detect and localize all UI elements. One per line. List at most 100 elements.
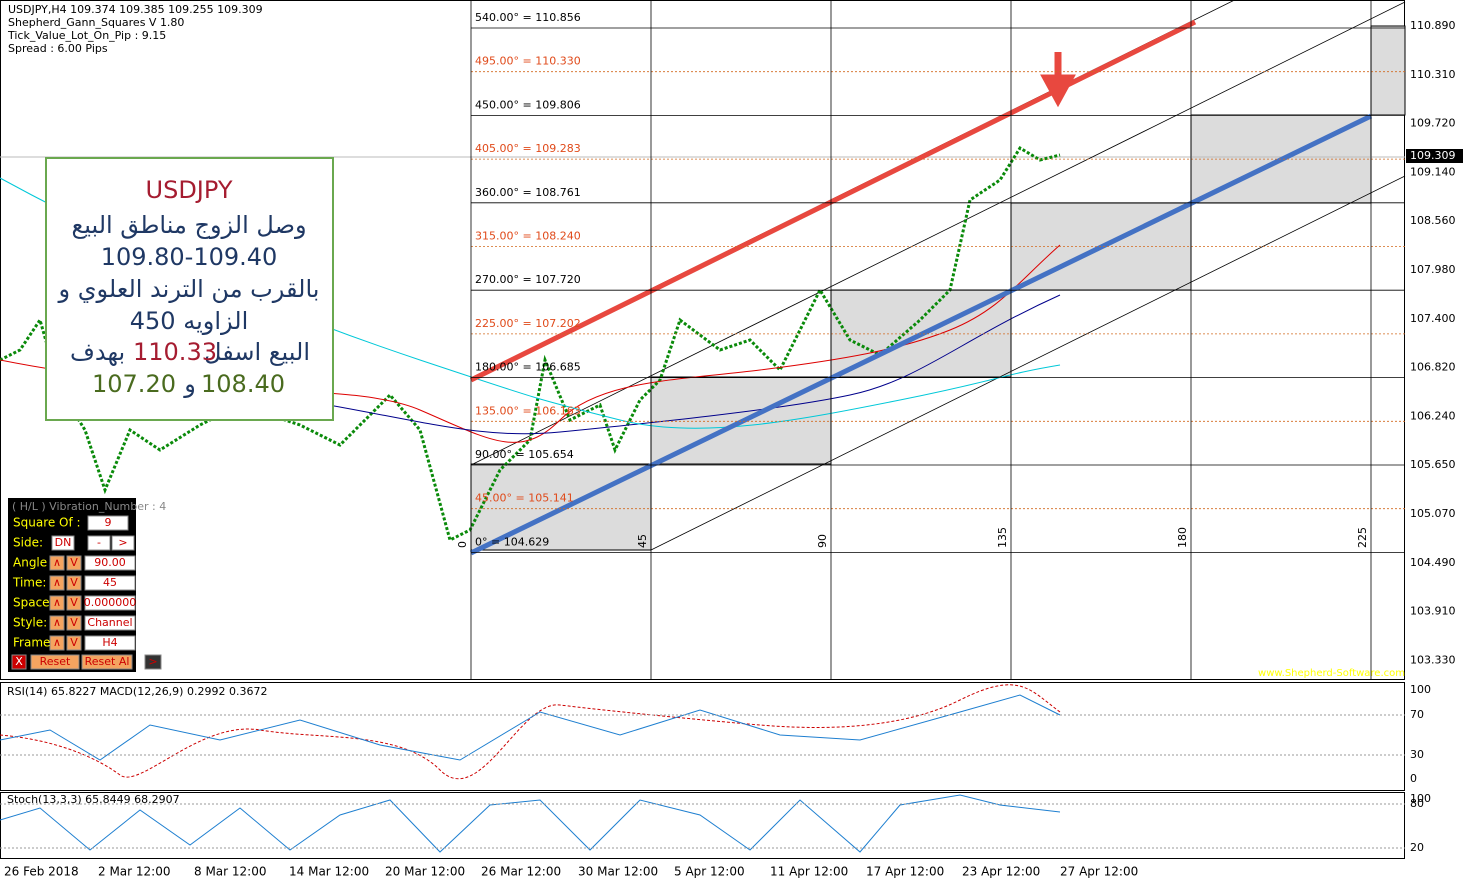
time-label: 23 Apr 12:00 <box>962 865 1040 879</box>
panel-button[interactable] <box>66 615 82 631</box>
rsi-axis-label: 30 <box>1410 748 1424 761</box>
panel-button[interactable] <box>87 515 129 531</box>
panel-cell[interactable]: 90.00 <box>94 556 126 569</box>
panel-cell[interactable]: ∧ <box>53 556 61 569</box>
panel-button[interactable] <box>87 535 111 551</box>
gann-level-label: 180.00° = 106.685 <box>475 361 581 374</box>
panel-cell[interactable]: - <box>97 536 101 549</box>
ma-blue <box>299 294 1061 435</box>
time-label: 27 Apr 12:00 <box>1060 865 1138 879</box>
panel-cell[interactable]: V <box>70 616 78 629</box>
panel-cell[interactable]: V <box>70 596 78 609</box>
panel-button[interactable] <box>49 635 65 651</box>
panel-cell[interactable]: 0.000000 <box>84 596 137 609</box>
panel-button[interactable] <box>11 654 27 670</box>
stoch-axis-label: 80 <box>1410 797 1424 810</box>
panel-button[interactable] <box>30 654 80 670</box>
panel-button[interactable] <box>111 535 135 551</box>
price-label: 109.140 <box>1410 165 1456 178</box>
panel-cell[interactable]: ∧ <box>53 636 61 649</box>
note-line: و <box>183 370 196 398</box>
note-value: 110.33 <box>133 338 217 366</box>
info-line: Spread : 6.00 Pips <box>8 42 108 55</box>
gann-level-label: 225.00° = 107.202 <box>475 317 581 330</box>
panel-button[interactable] <box>49 575 65 591</box>
panel-button[interactable] <box>84 555 136 571</box>
rsi-line <box>0 694 1061 761</box>
note-title: USDJPY <box>146 176 233 204</box>
panel-title: ( H/L ) Vibration_Number : 4 <box>12 500 166 513</box>
panel-button[interactable] <box>66 595 82 611</box>
gann-time-label: 0 <box>456 541 469 548</box>
arrow <box>1040 52 1076 108</box>
gann-time-label: 45 <box>636 534 649 548</box>
price-label: 107.400 <box>1410 312 1456 325</box>
panel-cell[interactable]: ∧ <box>53 576 61 589</box>
panel-button[interactable] <box>66 635 82 651</box>
panel-button[interactable] <box>81 654 133 670</box>
panel-button[interactable] <box>66 575 82 591</box>
macd-signal <box>0 684 1061 780</box>
price-label: 110.310 <box>1410 68 1456 81</box>
stoch-frame <box>0 792 1405 859</box>
rsi-axis-label: 70 <box>1410 708 1424 721</box>
time-label: 2 Mar 12:00 <box>98 865 171 879</box>
panel-cell[interactable]: V <box>70 556 78 569</box>
gann-time-label: 135 <box>996 527 1009 548</box>
price-label: 109.720 <box>1410 117 1456 130</box>
panel-cell[interactable]: Channel <box>87 616 132 629</box>
panel-cell[interactable]: V <box>70 576 78 589</box>
time-label: 26 Mar 12:00 <box>481 865 561 879</box>
stoch-title: Stoch(13,3,3) 65.8449 68.2907 <box>7 793 180 806</box>
rsi-axis-label: 0 <box>1410 772 1417 785</box>
time-label: 30 Mar 12:00 <box>578 865 658 879</box>
info-line: Tick_Value_Lot_On_Pip : 9.15 <box>7 29 166 42</box>
price-candles <box>0 145 1061 543</box>
panel-label: Square Of : <box>13 516 81 530</box>
panel-cell[interactable]: H4 <box>102 636 117 649</box>
panel-cell[interactable]: DN <box>55 536 72 549</box>
button-label[interactable]: > <box>148 655 157 668</box>
price-label: 104.490 <box>1410 556 1456 569</box>
price-label: 108.560 <box>1410 214 1456 227</box>
price-label: 105.650 <box>1410 458 1456 471</box>
panel-label: Space <box>13 596 50 610</box>
time-label: 26 Feb 2018 <box>4 865 79 879</box>
panel-cell[interactable]: V <box>70 636 78 649</box>
panel-button[interactable] <box>144 654 162 670</box>
button-label[interactable]: Reset <box>40 655 71 668</box>
button-label[interactable]: X <box>15 655 23 668</box>
panel-cell[interactable]: 45 <box>103 576 117 589</box>
price-label: 103.910 <box>1410 605 1456 618</box>
panel-cell[interactable]: ∧ <box>53 616 61 629</box>
panel-button[interactable] <box>84 595 136 611</box>
button-label[interactable]: Reset Al <box>85 655 130 668</box>
gann-level-label: 0° = 104.629 <box>475 535 549 548</box>
gann-level-label: 270.00° = 107.720 <box>475 273 581 286</box>
current-price: 109.309 <box>1410 149 1456 162</box>
panel-button[interactable] <box>84 575 136 591</box>
panel-cell[interactable]: 9 <box>105 516 112 529</box>
gann-level-label: 90.00° = 105.654 <box>475 448 574 461</box>
panel-button[interactable] <box>49 615 65 631</box>
price-label: 103.330 <box>1410 653 1456 666</box>
stoch-axis-label: 100 <box>1410 792 1431 805</box>
panel-button[interactable] <box>49 555 65 571</box>
panel-button[interactable] <box>66 555 82 571</box>
panel-button[interactable] <box>84 615 136 631</box>
time-label: 8 Mar 12:00 <box>194 865 267 879</box>
time-label: 11 Apr 12:00 <box>770 865 848 879</box>
rsi-axis-label: 100 <box>1410 683 1431 696</box>
price-label: 106.820 <box>1410 361 1456 374</box>
gann-level-label: 450.00° = 109.806 <box>475 98 581 111</box>
note-line: البيع اسفل <box>204 338 310 366</box>
panel-button[interactable] <box>84 635 136 651</box>
panel-cell[interactable]: ∧ <box>53 596 61 609</box>
panel-cell[interactable]: > <box>118 536 127 549</box>
panel-button[interactable] <box>51 535 75 551</box>
panel-button[interactable] <box>49 595 65 611</box>
gann-level-label: 135.00° = 106.163 <box>475 404 581 417</box>
time-label: 17 Apr 12:00 <box>866 865 944 879</box>
price-label: 105.070 <box>1410 507 1456 520</box>
